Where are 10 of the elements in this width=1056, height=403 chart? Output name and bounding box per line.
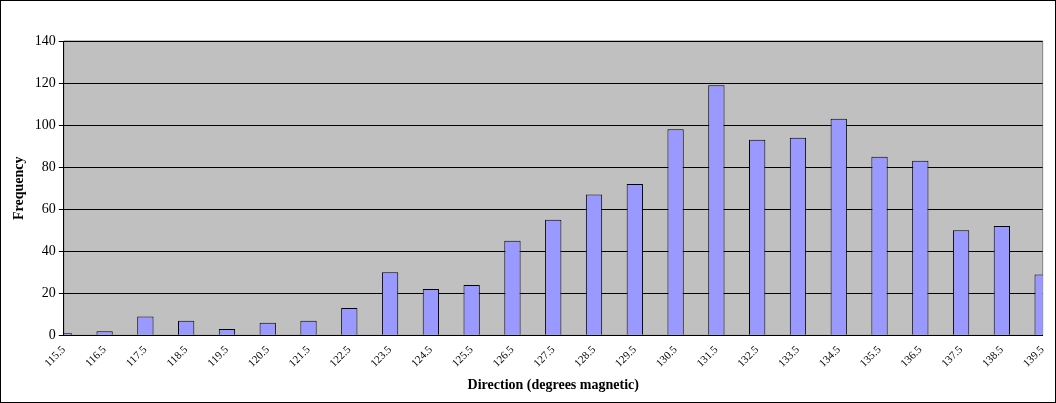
y-tick-label: 120 (34, 74, 56, 90)
y-tick-label: 20 (41, 284, 56, 300)
y-tick-label: 0 (48, 327, 56, 343)
y-tick-label: 140 (34, 32, 56, 48)
y-tick-label: 100 (34, 116, 56, 132)
y-tick-label: 80 (41, 158, 56, 174)
x-axis-title: Direction (degrees magnetic) (467, 377, 640, 394)
y-tick-label: 40 (41, 242, 56, 258)
y-axis-title: Frequency (11, 156, 27, 220)
y-tick-label: 60 (41, 200, 56, 216)
